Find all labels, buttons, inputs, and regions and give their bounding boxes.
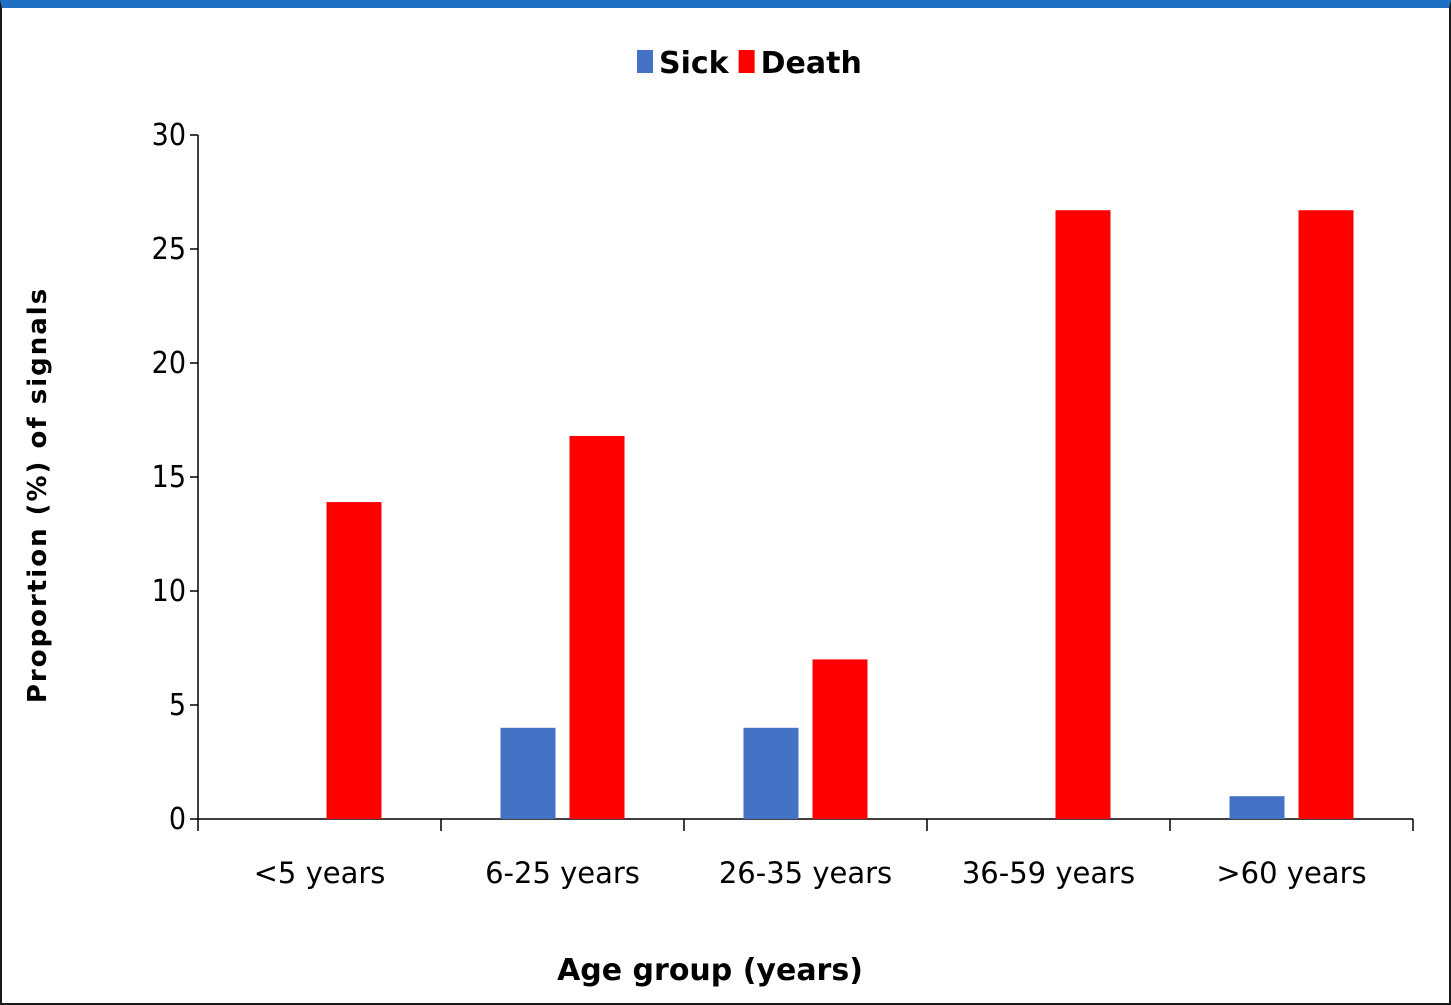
- bar-death-1: [569, 435, 625, 819]
- legend-label-sick: Sick: [659, 46, 730, 81]
- axes: 0 5 10 15 20 25 30: [152, 118, 1414, 837]
- x-category-label: 26-35 years: [719, 856, 892, 890]
- bar-death-0: [326, 502, 382, 819]
- y-tick-label: 30: [152, 118, 186, 153]
- bar-sick-1: [500, 727, 556, 819]
- y-tick-label: 15: [152, 460, 186, 495]
- legend-swatch-death: [738, 50, 755, 73]
- y-tick-label: 20: [152, 346, 186, 381]
- y-tick-label: 25: [152, 232, 186, 267]
- legend: Sick Death: [637, 46, 862, 81]
- x-category-label: 36-59 years: [962, 856, 1135, 890]
- x-category-label: 6-25 years: [485, 856, 640, 890]
- x-category-label: >60 years: [1216, 856, 1366, 890]
- bar-death-2: [812, 659, 868, 819]
- bar-sick-4: [1229, 796, 1285, 819]
- bar-sick-2: [743, 727, 799, 819]
- x-axis-label: Age group (years): [557, 953, 863, 988]
- bars: [326, 210, 1354, 820]
- bar-death-4: [1298, 210, 1354, 820]
- y-tick-label: 0: [169, 802, 186, 837]
- category-labels: <5 years 6-25 years 26-35 years 36-59 years…: [254, 856, 1367, 890]
- y-tick-label: 5: [169, 688, 186, 723]
- legend-swatch-sick: [637, 50, 653, 73]
- legend-label-death: Death: [761, 46, 862, 81]
- y-axis-label: Proportion (%) of signals: [23, 287, 53, 703]
- x-category-label: <5 years: [254, 856, 386, 890]
- bar-death-3: [1055, 210, 1111, 820]
- y-tick-label: 10: [152, 574, 186, 609]
